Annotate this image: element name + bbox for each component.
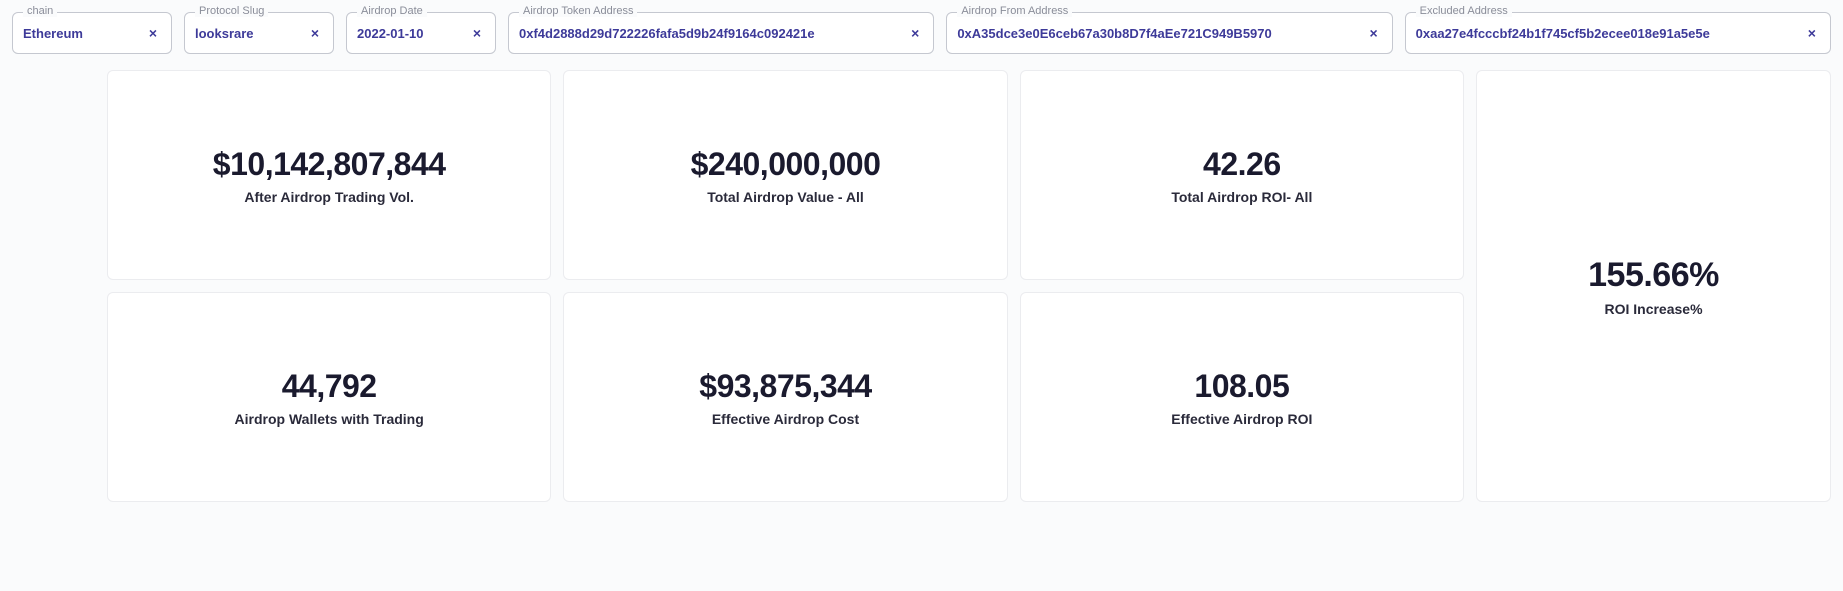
clear-icon[interactable]: × xyxy=(907,26,923,40)
clear-icon[interactable]: × xyxy=(1804,26,1820,40)
metric-label: Total Airdrop ROI- All xyxy=(1171,189,1312,205)
metric-label: ROI Increase% xyxy=(1604,301,1702,317)
metric-value: 108.05 xyxy=(1194,368,1289,405)
metric-value: 155.66% xyxy=(1588,256,1719,295)
filter-airdrop-from-address[interactable]: Airdrop From Address 0xA35dce3e0E6ceb67a… xyxy=(946,12,1392,54)
card-effective-airdrop-roi: 108.05 Effective Airdrop ROI xyxy=(1020,292,1464,502)
filter-excluded-address[interactable]: Excluded Address 0xaa27e4fcccbf24b1f745c… xyxy=(1405,12,1831,54)
filter-label: Excluded Address xyxy=(1416,5,1512,17)
filter-airdrop-token-address[interactable]: Airdrop Token Address 0xf4d2888d29d72222… xyxy=(508,12,934,54)
filter-value: Ethereum xyxy=(23,26,137,41)
metrics-grid: $10,142,807,844 After Airdrop Trading Vo… xyxy=(107,70,1464,502)
card-total-airdrop-roi: 42.26 Total Airdrop ROI- All xyxy=(1020,70,1464,280)
card-effective-airdrop-cost: $93,875,344 Effective Airdrop Cost xyxy=(563,292,1007,502)
filter-label: Airdrop Date xyxy=(357,5,427,17)
filter-airdrop-date[interactable]: Airdrop Date 2022-01-10 × xyxy=(346,12,496,54)
metric-value: 44,792 xyxy=(282,368,377,405)
clear-icon[interactable]: × xyxy=(469,26,485,40)
metric-value: $93,875,344 xyxy=(699,368,871,405)
metric-label: Total Airdrop Value - All xyxy=(707,189,864,205)
filters-row: chain Ethereum × Protocol Slug looksrare… xyxy=(12,12,1831,54)
dashboard: $10,142,807,844 After Airdrop Trading Vo… xyxy=(12,70,1831,502)
card-airdrop-wallets-trading: 44,792 Airdrop Wallets with Trading xyxy=(107,292,551,502)
filter-label: Airdrop Token Address xyxy=(519,5,637,17)
filter-value: 0xf4d2888d29d722226fafa5d9b24f9164c09242… xyxy=(519,26,899,41)
metric-value: $240,000,000 xyxy=(691,146,881,183)
metric-value: $10,142,807,844 xyxy=(213,146,446,183)
clear-icon[interactable]: × xyxy=(307,26,323,40)
filter-label: chain xyxy=(23,5,57,17)
filter-value: looksrare xyxy=(195,26,299,41)
metric-value: 42.26 xyxy=(1203,146,1281,183)
filter-label: Airdrop From Address xyxy=(957,5,1072,17)
clear-icon[interactable]: × xyxy=(145,26,161,40)
card-roi-increase: 155.66% ROI Increase% xyxy=(1476,70,1831,502)
card-total-airdrop-value: $240,000,000 Total Airdrop Value - All xyxy=(563,70,1007,280)
filter-protocol-slug[interactable]: Protocol Slug looksrare × xyxy=(184,12,334,54)
filter-value: 2022-01-10 xyxy=(357,26,461,41)
metric-label: Effective Airdrop Cost xyxy=(712,411,859,427)
metric-label: After Airdrop Trading Vol. xyxy=(244,189,414,205)
filter-value: 0xA35dce3e0E6ceb67a30b8D7f4aEe721C949B59… xyxy=(957,26,1357,41)
clear-icon[interactable]: × xyxy=(1365,26,1381,40)
filter-value: 0xaa27e4fcccbf24b1f745cf5b2ecee018e91a5e… xyxy=(1416,26,1796,41)
filter-label: Protocol Slug xyxy=(195,5,268,17)
card-after-airdrop-trading-vol: $10,142,807,844 After Airdrop Trading Vo… xyxy=(107,70,551,280)
filter-chain[interactable]: chain Ethereum × xyxy=(12,12,172,54)
metric-label: Effective Airdrop ROI xyxy=(1171,411,1312,427)
metric-label: Airdrop Wallets with Trading xyxy=(235,411,424,427)
